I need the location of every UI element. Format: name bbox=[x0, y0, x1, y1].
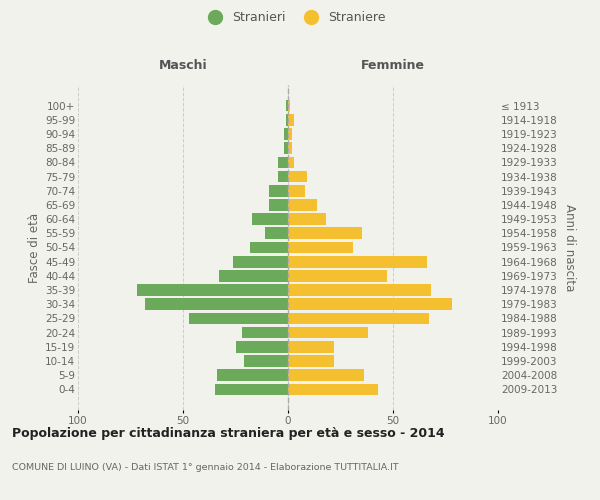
Bar bbox=[288, 114, 295, 126]
Y-axis label: Fasce di età: Fasce di età bbox=[28, 212, 41, 282]
Bar bbox=[284, 142, 288, 154]
Bar bbox=[288, 185, 305, 196]
Bar bbox=[288, 355, 334, 367]
Bar bbox=[250, 242, 288, 254]
Bar bbox=[288, 298, 452, 310]
Bar bbox=[288, 256, 427, 268]
Bar bbox=[288, 228, 361, 239]
Bar bbox=[288, 384, 379, 395]
Bar bbox=[269, 185, 288, 196]
Bar bbox=[277, 170, 288, 182]
Bar bbox=[215, 384, 288, 395]
Bar bbox=[242, 327, 288, 338]
Bar bbox=[288, 156, 295, 168]
Bar bbox=[252, 214, 288, 225]
Bar bbox=[218, 270, 288, 281]
Bar bbox=[288, 242, 353, 254]
Bar bbox=[286, 114, 288, 126]
Bar bbox=[288, 370, 364, 381]
Text: Maschi: Maschi bbox=[158, 59, 208, 72]
Bar bbox=[288, 270, 387, 281]
Bar bbox=[288, 284, 431, 296]
Bar bbox=[269, 199, 288, 210]
Bar bbox=[288, 170, 307, 182]
Bar bbox=[145, 298, 288, 310]
Bar bbox=[244, 355, 288, 367]
Bar bbox=[284, 128, 288, 140]
Bar bbox=[233, 256, 288, 268]
Y-axis label: Anni di nascita: Anni di nascita bbox=[563, 204, 576, 291]
Bar bbox=[137, 284, 288, 296]
Bar bbox=[288, 199, 317, 210]
Bar bbox=[288, 214, 326, 225]
Bar bbox=[288, 100, 290, 112]
Text: COMUNE DI LUINO (VA) - Dati ISTAT 1° gennaio 2014 - Elaborazione TUTTITALIA.IT: COMUNE DI LUINO (VA) - Dati ISTAT 1° gen… bbox=[12, 462, 398, 471]
Bar bbox=[288, 312, 429, 324]
Bar bbox=[288, 142, 292, 154]
Bar bbox=[189, 312, 288, 324]
Bar bbox=[265, 228, 288, 239]
Bar bbox=[288, 341, 334, 352]
Text: Popolazione per cittadinanza straniera per età e sesso - 2014: Popolazione per cittadinanza straniera p… bbox=[12, 428, 445, 440]
Bar bbox=[277, 156, 288, 168]
Bar bbox=[217, 370, 288, 381]
Bar bbox=[235, 341, 288, 352]
Bar bbox=[286, 100, 288, 112]
Legend: Stranieri, Straniere: Stranieri, Straniere bbox=[197, 6, 391, 29]
Bar bbox=[288, 128, 292, 140]
Bar bbox=[288, 327, 368, 338]
Text: Femmine: Femmine bbox=[361, 59, 425, 72]
